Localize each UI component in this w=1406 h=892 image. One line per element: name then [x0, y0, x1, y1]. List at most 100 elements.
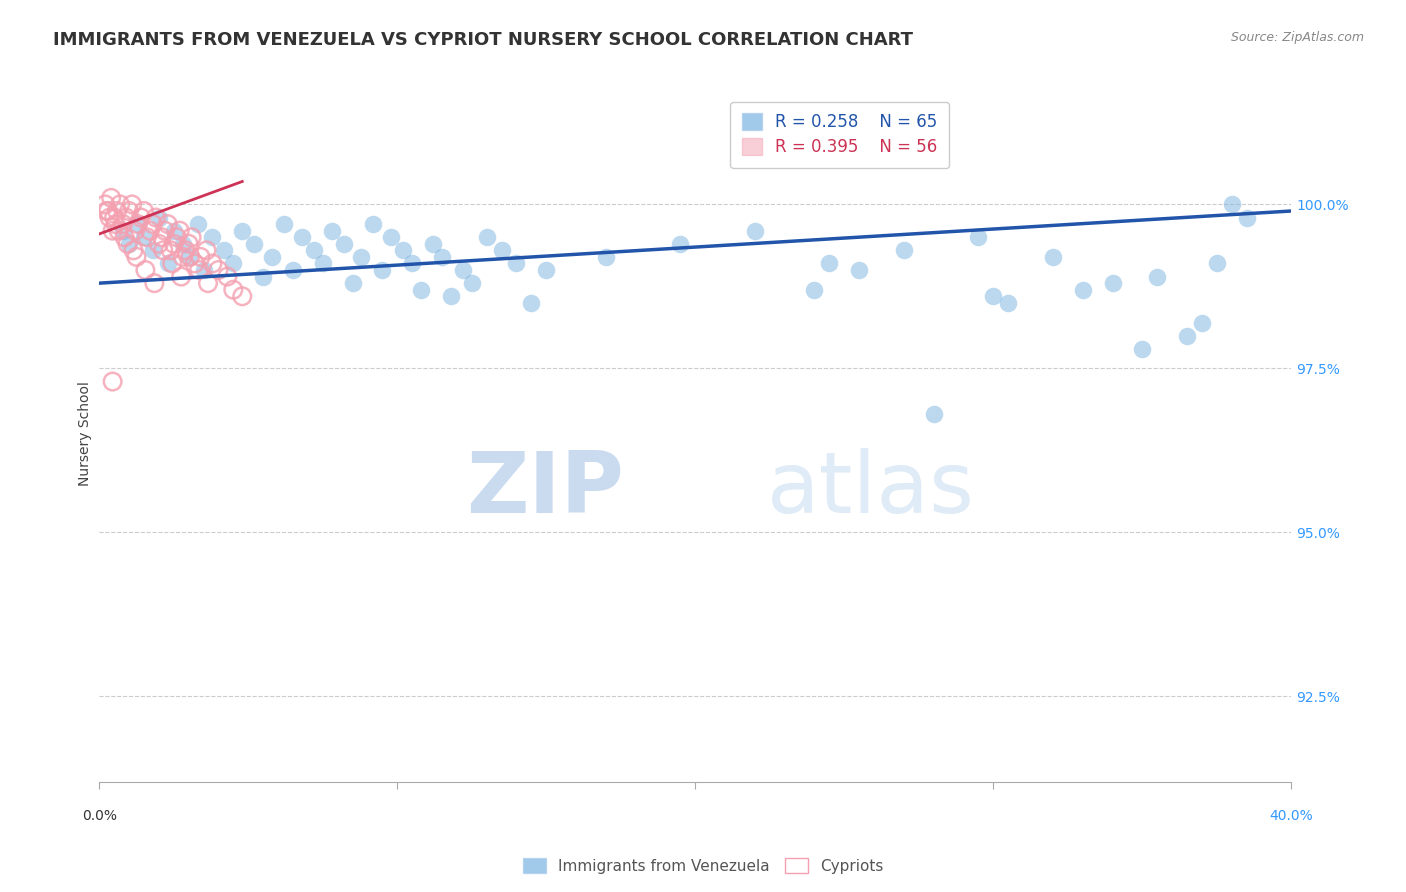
Point: [371, 263, 394, 277]
Point: [981, 289, 1004, 303]
Point: [312, 256, 335, 270]
Point: [231, 289, 253, 303]
Point: [392, 244, 415, 258]
Point: [1071, 283, 1094, 297]
Point: [156, 217, 179, 231]
Point: [163, 224, 186, 238]
Point: [195, 244, 218, 258]
Legend: R = 0.258    N = 65, R = 0.395    N = 56: R = 0.258 N = 65, R = 0.395 N = 56: [730, 102, 949, 168]
Legend: Immigrants from Venezuela, Cypriots: Immigrants from Venezuela, Cypriots: [516, 852, 890, 880]
Point: [273, 217, 295, 231]
Point: [132, 204, 155, 219]
Point: [101, 224, 124, 238]
Point: [117, 236, 139, 251]
Point: [214, 244, 236, 258]
Point: [108, 197, 131, 211]
Point: [107, 224, 129, 238]
Point: [409, 283, 432, 297]
Point: [170, 269, 193, 284]
Point: [669, 236, 692, 251]
Point: [1220, 197, 1243, 211]
Point: [148, 236, 170, 251]
Point: [252, 269, 274, 284]
Point: [177, 236, 200, 251]
Point: [118, 236, 141, 251]
Point: [332, 236, 354, 251]
Text: 40.0%: 40.0%: [1270, 809, 1313, 823]
Point: [125, 250, 148, 264]
Point: [536, 263, 558, 277]
Point: [848, 263, 870, 277]
Point: [262, 250, 284, 264]
Point: [201, 230, 224, 244]
Point: [380, 230, 402, 244]
Point: [1205, 256, 1227, 270]
Point: [222, 256, 245, 270]
Point: [174, 244, 197, 258]
Point: [1146, 269, 1168, 284]
Point: [150, 230, 173, 244]
Point: [342, 276, 364, 290]
Point: [143, 276, 166, 290]
Point: [166, 230, 188, 244]
Point: [100, 191, 122, 205]
Point: [222, 283, 245, 297]
Point: [818, 256, 841, 270]
Point: [105, 204, 128, 219]
Point: [94, 197, 117, 211]
Point: [207, 263, 229, 277]
Point: [124, 224, 146, 238]
Point: [440, 289, 463, 303]
Point: [122, 244, 145, 258]
Point: [1101, 276, 1123, 290]
Point: [491, 244, 513, 258]
Point: [997, 296, 1019, 310]
Point: [179, 250, 201, 264]
Point: [803, 283, 825, 297]
Point: [1236, 211, 1258, 225]
Point: [201, 256, 224, 270]
Point: [188, 263, 211, 277]
Point: [127, 217, 149, 231]
Point: [183, 256, 205, 270]
Point: [97, 204, 120, 219]
Point: [180, 230, 202, 244]
Point: [922, 408, 945, 422]
Text: atlas: atlas: [766, 448, 974, 531]
Point: [139, 224, 162, 238]
Point: [163, 236, 186, 251]
Point: [893, 244, 915, 258]
Point: [132, 230, 155, 244]
Point: [153, 224, 176, 238]
Point: [190, 250, 212, 264]
Point: [159, 244, 181, 258]
Point: [363, 217, 385, 231]
Point: [145, 211, 167, 225]
Point: [135, 230, 157, 244]
Point: [103, 211, 125, 225]
Point: [104, 217, 127, 231]
Point: [142, 217, 165, 231]
Point: [112, 217, 135, 231]
Point: [451, 263, 474, 277]
Point: [1191, 316, 1213, 330]
Point: [967, 230, 990, 244]
Point: [129, 211, 152, 225]
Point: [96, 204, 118, 219]
Point: [98, 211, 121, 225]
Point: [461, 276, 484, 290]
Point: [321, 224, 343, 238]
Point: [505, 256, 527, 270]
Point: [187, 217, 209, 231]
Point: [217, 269, 239, 284]
Point: [1175, 328, 1198, 343]
Point: [152, 244, 174, 258]
Point: [148, 211, 170, 225]
Point: [595, 250, 617, 264]
Text: IMMIGRANTS FROM VENEZUELA VS CYPRIOT NURSERY SCHOOL CORRELATION CHART: IMMIGRANTS FROM VENEZUELA VS CYPRIOT NUR…: [53, 31, 914, 49]
Point: [127, 217, 149, 231]
Point: [193, 263, 215, 277]
Point: [115, 211, 138, 225]
Point: [291, 230, 314, 244]
Point: [475, 230, 498, 244]
